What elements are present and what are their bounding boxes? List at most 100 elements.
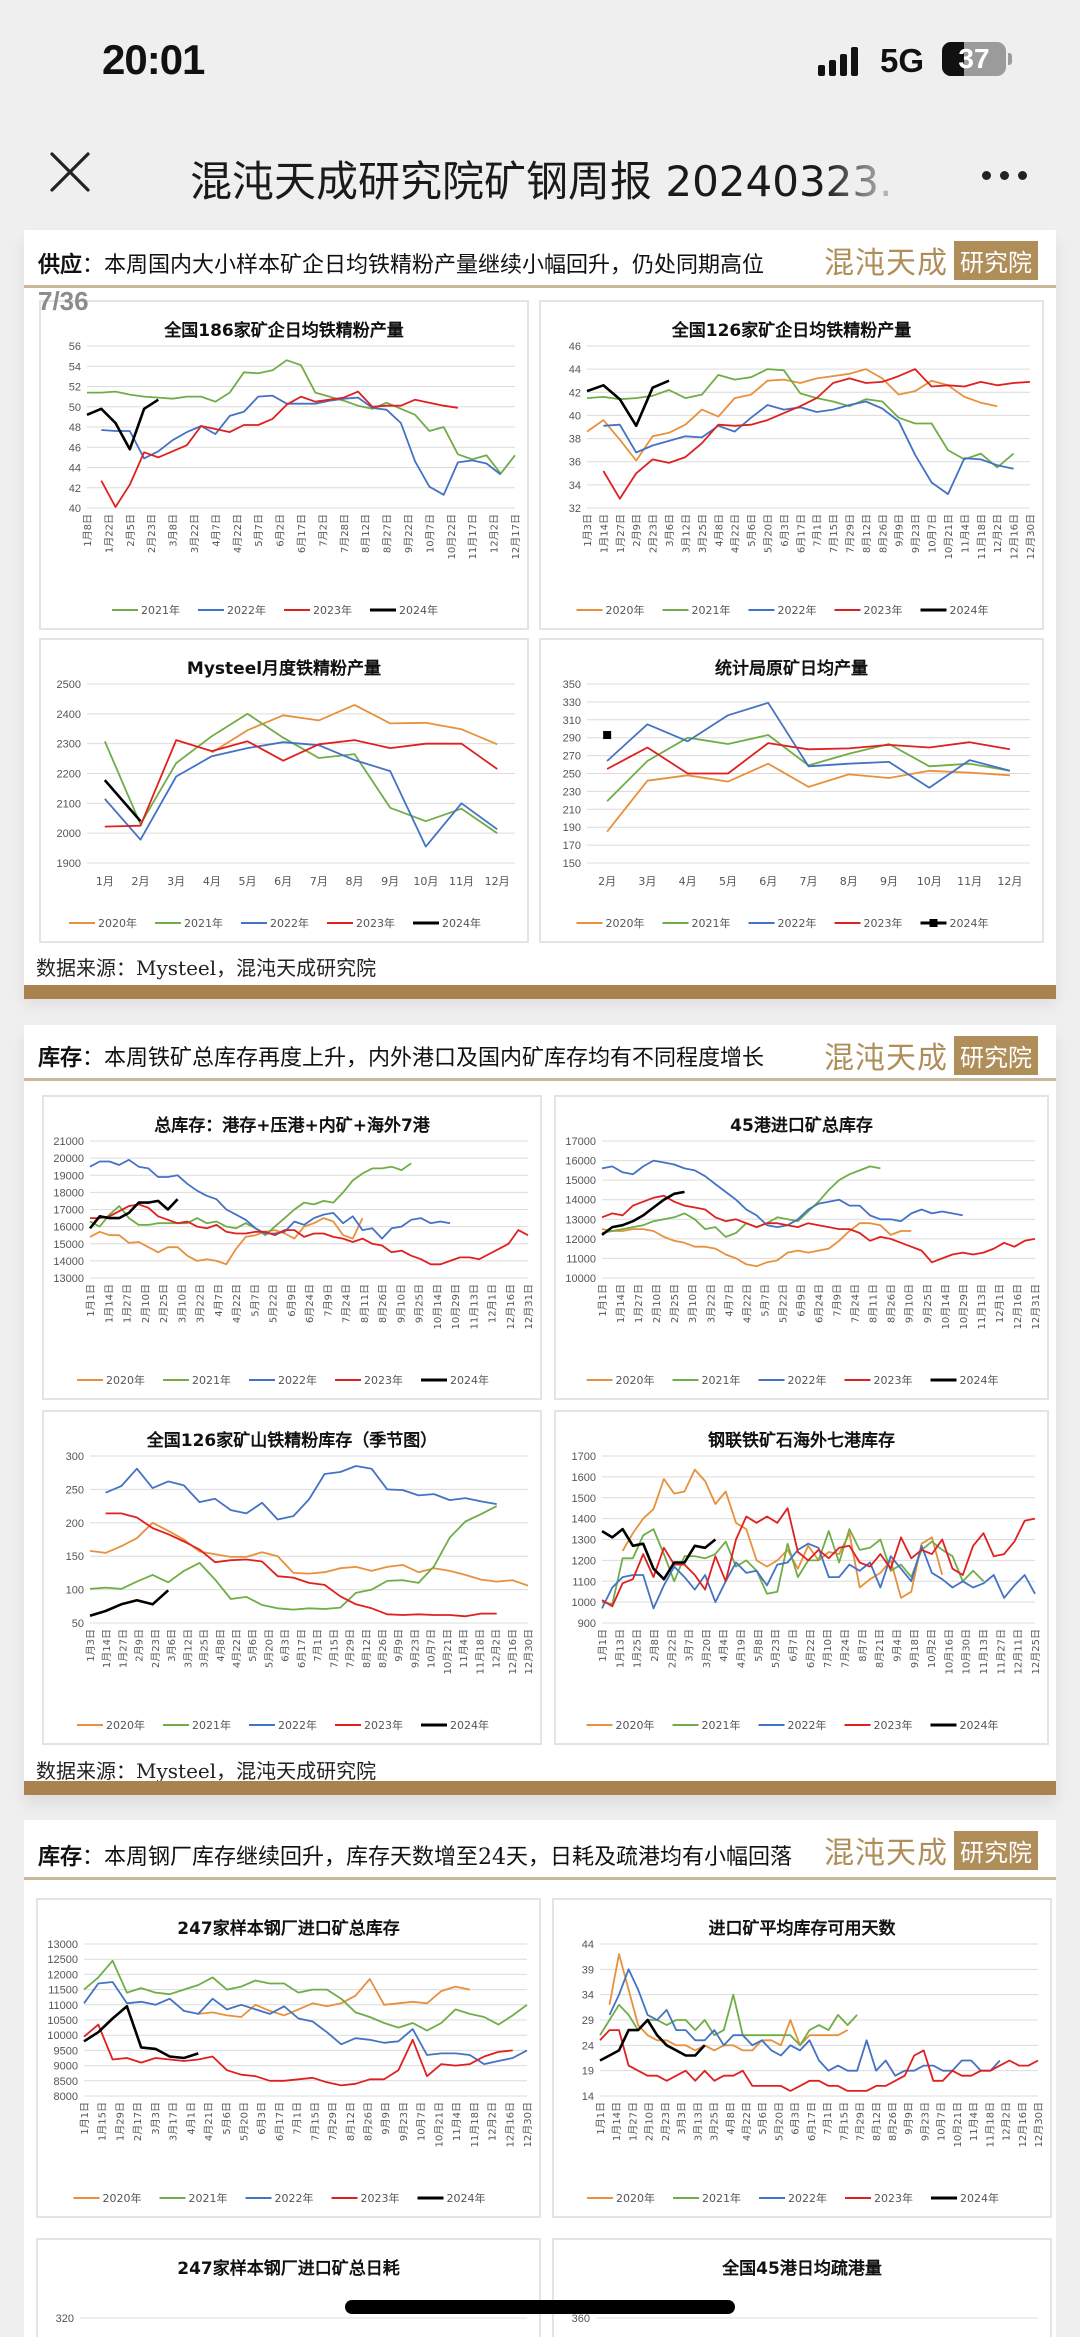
page-indicator: 7/36 [38,286,89,316]
series-line [89,1162,412,1237]
legend-item: 2023年 [335,1373,403,1387]
svg-text:17000: 17000 [565,1136,596,1148]
brand-badge: 研究院 [954,240,1038,280]
close-button[interactable] [40,142,100,202]
chart-plot: 1900 2000 2100 2200 2300 2400 2500 1月 2月 3月 4月 5月 6月… [57,679,515,930]
svg-text:10月21日: 10月21日 [433,2102,445,2147]
series-line [599,2018,706,2062]
chart-nbs-raw-ore-output: 统计局原矿日均产量 150 170 190 210 230 250 270 290 310 330 3… [539,638,1044,943]
series-line [89,1217,364,1266]
svg-text:2022年: 2022年 [270,916,309,930]
svg-text:5月: 5月 [719,875,737,888]
legend-item: 2023年 [284,603,352,617]
series-line [89,1589,170,1617]
chart-title: 247家样本钢厂进口矿总库存 [177,1919,400,1939]
svg-text:1000: 1000 [572,1597,596,1609]
svg-text:24: 24 [582,2040,594,2052]
svg-text:11月4日: 11月4日 [968,2102,980,2141]
nav-bar: 混沌天成研究院矿钢周报 20240323. [0,120,1080,230]
chart-plot: 8000 8500 9000 9500 10000 10500 11000 11500 1200… [47,1939,534,2205]
svg-text:12月30日: 12月30日 [1025,514,1037,559]
svg-text:5月20日: 5月20日 [263,1629,275,1668]
svg-text:6月2日: 6月2日 [275,514,287,547]
svg-text:1月14日: 1月14日 [611,2102,623,2141]
svg-text:1月22日: 1月22日 [103,514,115,553]
series-line [601,1222,912,1268]
svg-text:2022年: 2022年 [788,1373,827,1387]
svg-text:2020年: 2020年 [616,1373,655,1387]
series-line [606,741,1011,775]
legend-item: 2022年 [758,1373,827,1387]
legend-item: 2021年 [672,1718,741,1732]
more-icon [1018,170,1027,180]
svg-text:2月25日: 2月25日 [158,1284,170,1323]
svg-text:6月17日: 6月17日 [795,514,807,553]
series-line [88,1198,179,1230]
home-indicator[interactable] [345,2300,735,2314]
svg-text:2024年: 2024年 [450,1718,489,1732]
svg-text:270: 270 [563,751,581,763]
svg-text:9月10日: 9月10日 [395,1284,407,1323]
svg-text:1月1日: 1月1日 [595,2102,607,2135]
more-button[interactable] [982,160,1042,190]
svg-text:50: 50 [69,402,81,414]
svg-text:2月9日: 2月9日 [134,1629,146,1662]
svg-text:9月25日: 9月25日 [922,1284,934,1323]
svg-text:9月9日: 9月9日 [903,2102,915,2135]
svg-text:7月24日: 7月24日 [839,1629,851,1668]
headline-label: 库存 [38,1045,83,1071]
svg-text:1月3日: 1月3日 [85,1629,97,1662]
svg-text:6月3日: 6月3日 [256,2102,268,2135]
svg-text:250: 250 [563,769,581,781]
svg-text:12月2日: 12月2日 [489,514,501,553]
svg-text:5月22日: 5月22日 [777,1284,789,1323]
svg-text:11月: 11月 [957,875,982,888]
svg-text:10月7日: 10月7日 [416,2102,428,2141]
legend-item: 2021年 [673,2191,741,2205]
series-line [601,1159,963,1228]
svg-text:12月25日: 12月25日 [1030,1629,1042,1674]
series-line [606,762,1010,833]
svg-text:5月6日: 5月6日 [757,2102,769,2135]
chart-plot: 14 19 24 29 34 39 44 1月1日 1月14日 1月27日 2月10日 2月23日 3月… [582,1939,1045,2205]
svg-text:12000: 12000 [565,1234,596,1246]
chart-inventory-days: 进口矿平均库存可用天数 14 19 24 29 34 39 44 1月1日 1月14日 1月27日 2… [552,1898,1052,2218]
svg-text:12月30日: 12月30日 [522,2102,534,2147]
brand-logo: 混沌天成 研究院 [824,1828,1038,1872]
legend-item: 2024年 [413,916,481,930]
status-time: 20:01 [102,36,205,83]
svg-text:10月21日: 10月21日 [442,1629,454,1674]
svg-text:2024年: 2024年 [960,2191,999,2205]
svg-text:7月15日: 7月15日 [309,2102,321,2141]
svg-text:2023年: 2023年 [864,916,903,930]
svg-text:1月27日: 1月27日 [633,1284,645,1323]
svg-text:42: 42 [569,387,581,399]
svg-text:3月22日: 3月22日 [705,1284,717,1323]
svg-text:900: 900 [578,1618,596,1630]
svg-text:7月1日: 7月1日 [312,1629,324,1662]
svg-text:2023年: 2023年 [874,2191,913,2205]
series-line [90,1203,529,1266]
series-line [601,1507,1036,1608]
page-headline: 库存：本周钢厂库存继续回升，库存天数增至24天，日耗及疏港均有小幅回落 [38,1839,792,1871]
legend-item: 2021年 [159,2191,228,2205]
svg-text:3月6日: 3月6日 [166,1629,178,1662]
svg-text:12月16日: 12月16日 [504,2102,516,2147]
svg-text:4月: 4月 [203,875,221,888]
svg-text:2月23日: 2月23日 [648,514,660,553]
chart-45-ports-clearance: 全国45港日均疏港量 360340 [552,2238,1052,2337]
svg-text:1200: 1200 [572,1555,596,1567]
svg-text:2021年: 2021年 [192,1718,231,1732]
svg-text:2月17日: 2月17日 [132,2102,144,2141]
svg-text:44: 44 [69,463,81,475]
svg-text:5月6日: 5月6日 [746,514,758,547]
series-line [621,1468,944,1599]
svg-text:12月1日: 12月1日 [994,1284,1006,1323]
svg-text:10000: 10000 [565,1273,596,1285]
svg-text:8月11日: 8月11日 [868,1284,880,1323]
svg-text:2022年: 2022年 [788,1718,827,1732]
svg-text:2月8日: 2月8日 [649,1629,661,1662]
chart-title: 钢联铁矿石海外七港库存 [708,1431,895,1451]
page-headline: 供应：本周国内大小样本矿企日均铁精粉产量继续小幅回升，仍处同期高位 [38,247,764,279]
svg-text:36: 36 [569,457,581,469]
